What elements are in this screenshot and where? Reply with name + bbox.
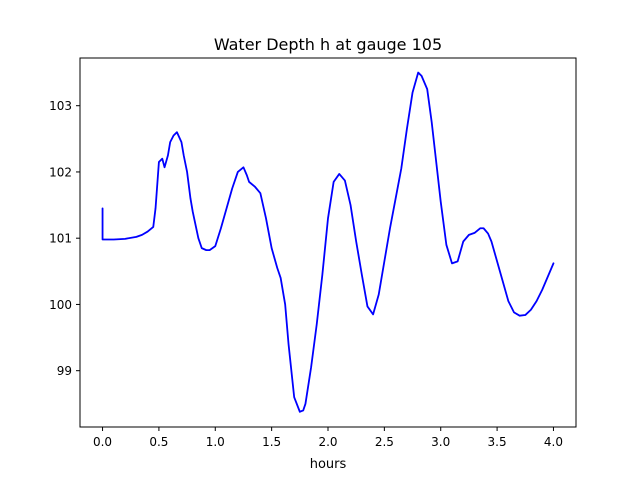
- y-tick-label: 100: [49, 298, 72, 312]
- y-tick-label: 101: [49, 232, 72, 246]
- x-tick-label: 4.0: [544, 435, 563, 449]
- x-tick-label: 0.0: [93, 435, 112, 449]
- x-tick-label: 3.5: [488, 435, 507, 449]
- x-axis-ticks: 0.0 0.5 1.0 1.5 2.0 2.5 3.0 3.5 4.0: [93, 427, 563, 449]
- x-tick-label: 2.0: [318, 435, 337, 449]
- x-tick-label: 1.0: [206, 435, 225, 449]
- x-axis-label: hours: [310, 457, 347, 472]
- plot-area: [80, 58, 576, 427]
- y-tick-label: 103: [49, 99, 72, 113]
- y-axis-ticks: 99 100 101 102 103: [49, 99, 80, 378]
- plot-frame: [79, 57, 577, 428]
- y-tick-label: 99: [57, 364, 72, 378]
- x-tick-label: 2.5: [375, 435, 394, 449]
- x-tick-label: 0.5: [149, 435, 168, 449]
- y-tick-label: 102: [49, 165, 72, 179]
- series-layer: [101, 71, 555, 413]
- series-line: [101, 71, 555, 413]
- x-tick-label: 3.0: [431, 435, 450, 449]
- chart-title: Water Depth h at gauge 105: [214, 35, 442, 54]
- x-tick-label: 1.5: [262, 435, 281, 449]
